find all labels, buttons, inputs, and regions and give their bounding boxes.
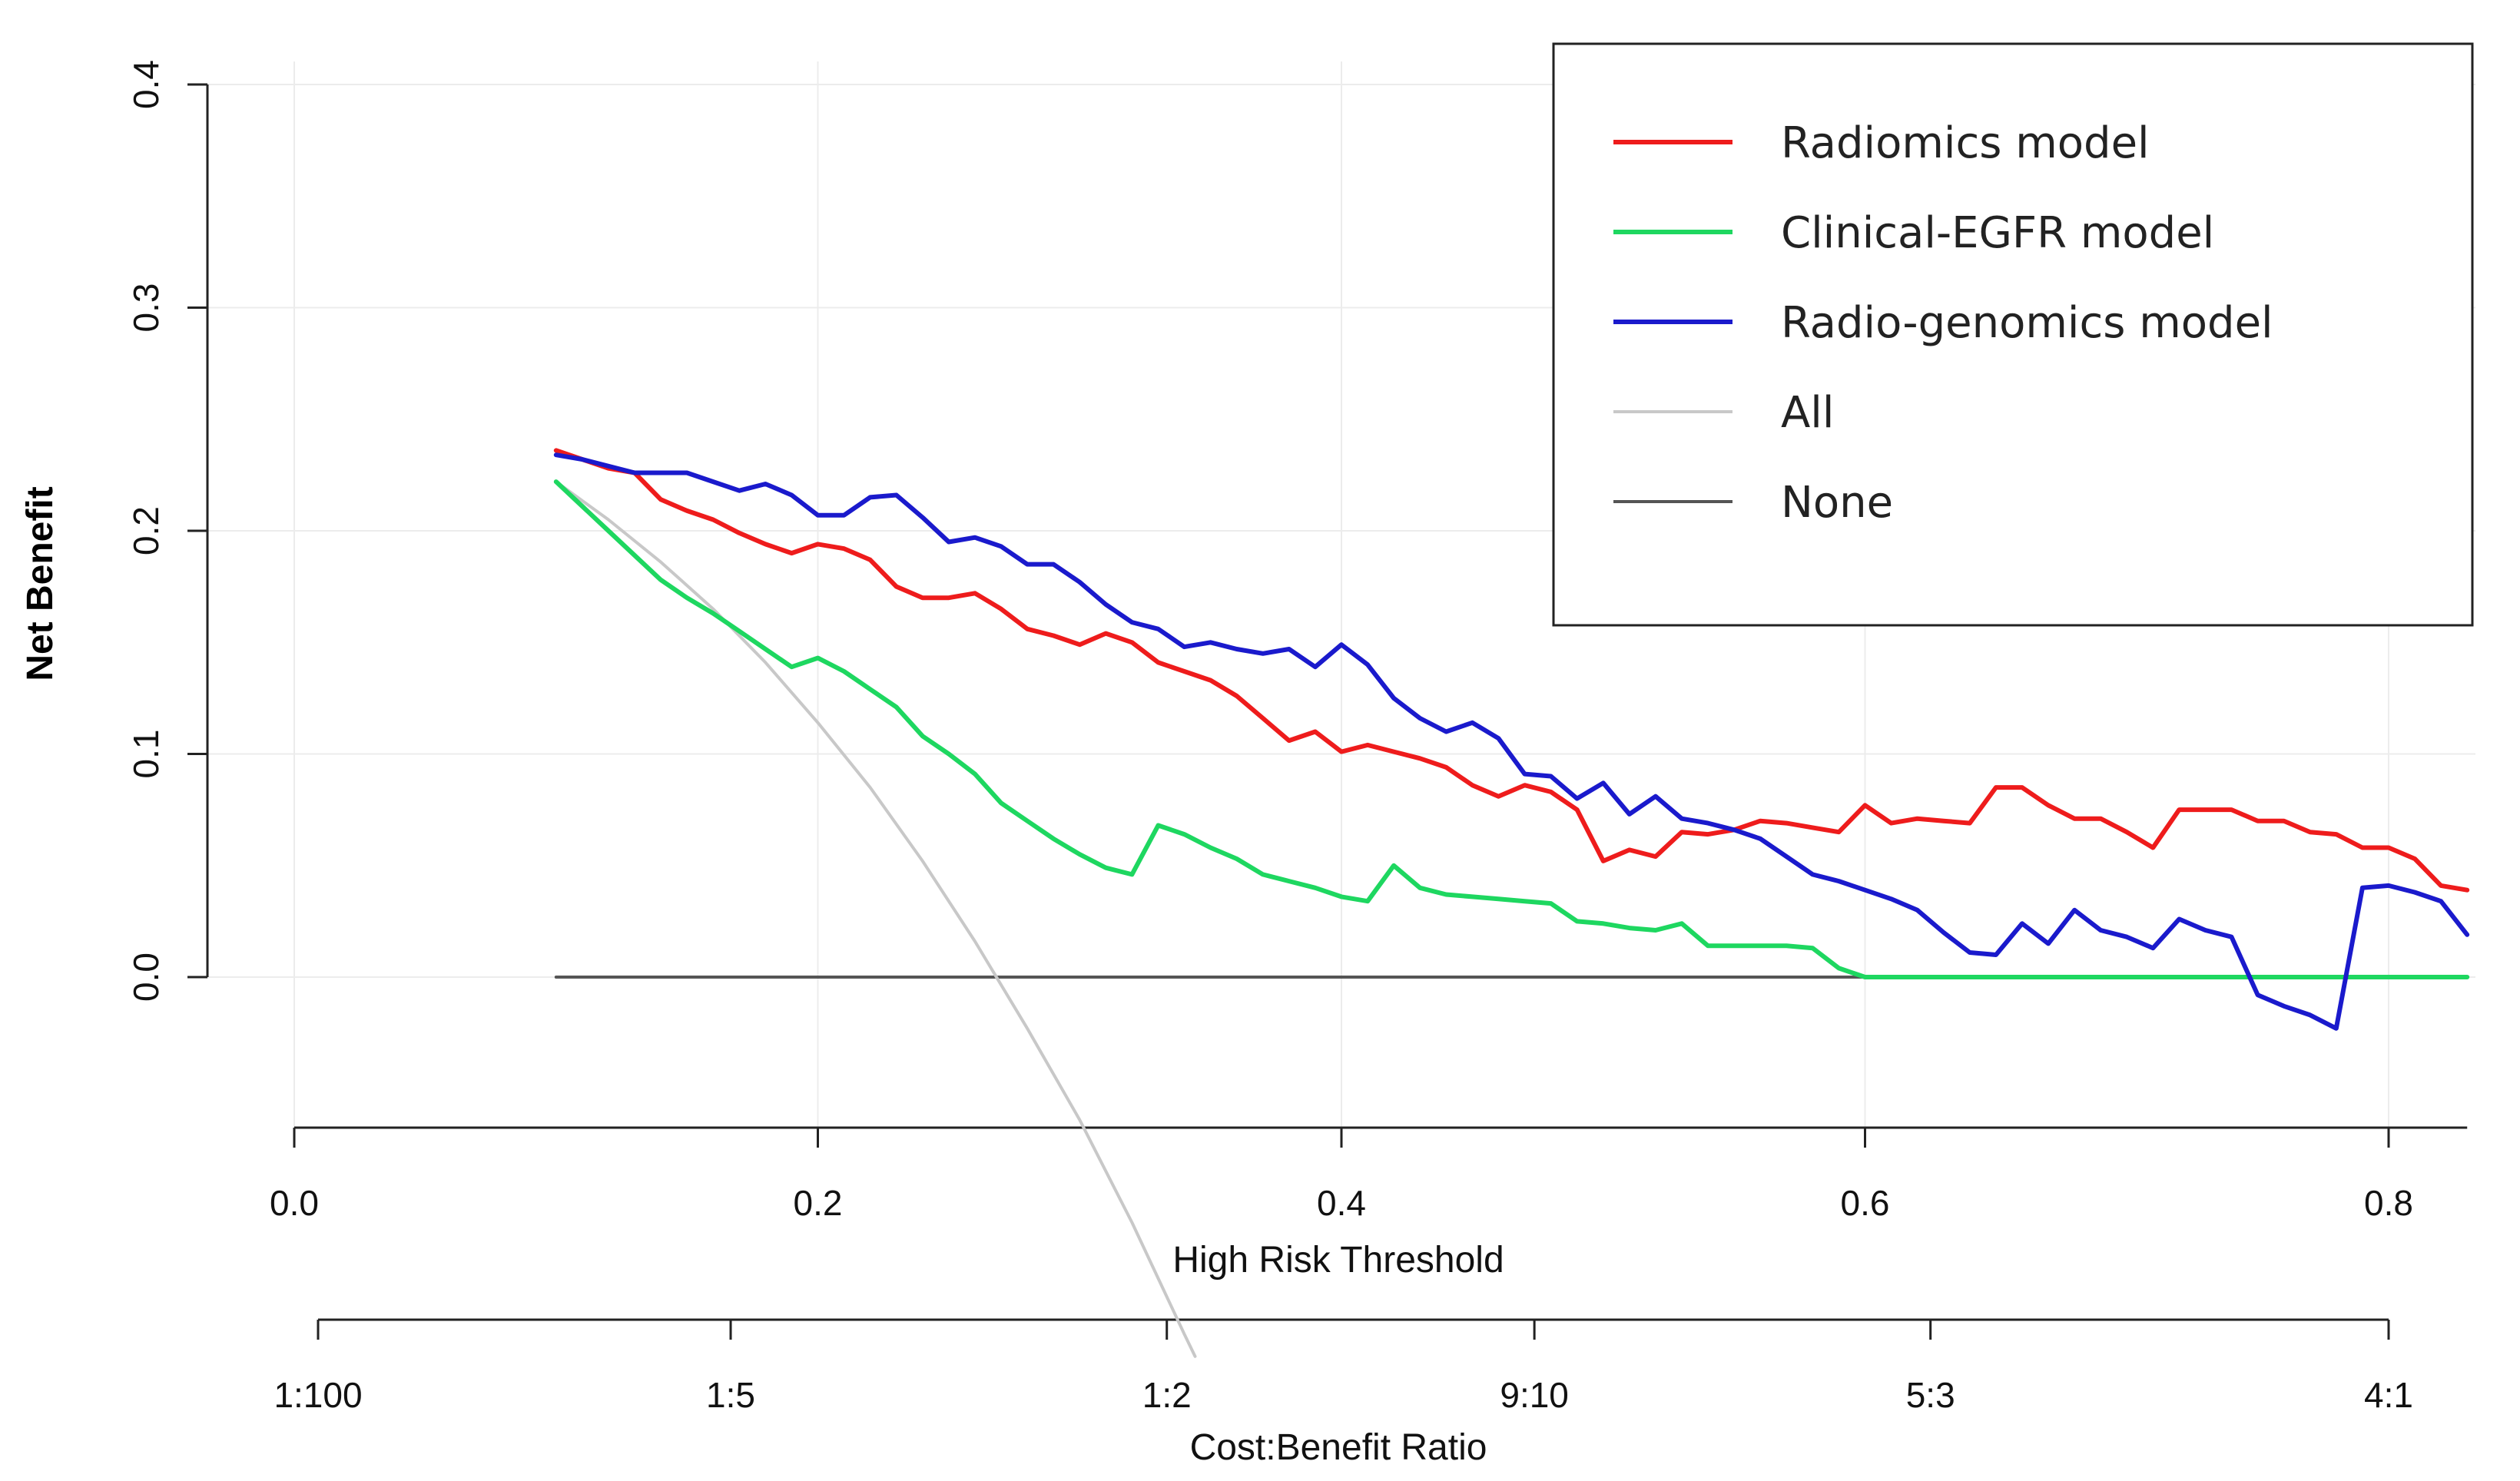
series-line-all: [554, 480, 1197, 1358]
y-axis: 0.0 0.1 0.2 0.3 0.4: [126, 60, 209, 1002]
legend-label-all: All: [1781, 388, 1834, 438]
x-tick-label: 0.8: [2364, 1183, 2413, 1223]
legend-label-none: None: [1781, 478, 1893, 528]
y-tick-label: 0.1: [126, 730, 166, 779]
y-tick-label: 0.2: [126, 506, 166, 555]
x-tick-label: 0.0: [270, 1183, 319, 1223]
cost-benefit-axis: 1:100 1:5 1:2 9:10 5:3 4:1: [274, 1318, 2413, 1415]
legend-label-clinical-egfr-model: Clinical-EGFR model: [1781, 208, 2214, 258]
series-line-clinical-egfr-model: [553, 479, 2470, 979]
legend-label-radiomics-model: Radiomics model: [1781, 118, 2150, 168]
y-tick-label: 0.0: [126, 953, 166, 1002]
y-tick-label: 0.4: [126, 60, 166, 109]
y-axis-title: Net Benefit: [20, 486, 61, 681]
series-line-radio-genomics-model: [553, 452, 2470, 1031]
cost-benefit-axis-title: Cost:Benefit Ratio: [1190, 1427, 1487, 1468]
x-tick-label: 0.2: [794, 1183, 843, 1223]
x-tick-label: 0.6: [1841, 1183, 1890, 1223]
series-line-radiomics-model: [553, 448, 2470, 893]
x-axis: 0.0 0.2 0.4 0.6 0.8: [270, 1126, 2468, 1223]
legend-label-radio-genomics-model: Radio-genomics model: [1781, 298, 2273, 348]
cost-benefit-tick-label: 1:2: [1142, 1375, 1192, 1415]
series-lines: [553, 448, 2470, 1358]
x-axis-title: High Risk Threshold: [1172, 1240, 1504, 1281]
cost-benefit-tick-label: 5:3: [1906, 1375, 1955, 1415]
cost-benefit-tick-label: 4:1: [2364, 1375, 2413, 1415]
y-tick-label: 0.3: [126, 283, 166, 333]
x-tick-label: 0.4: [1317, 1183, 1366, 1223]
cost-benefit-tick-label: 1:100: [274, 1375, 362, 1415]
cost-benefit-tick-label: 1:5: [706, 1375, 755, 1415]
cost-benefit-tick-label: 9:10: [1500, 1375, 1569, 1415]
legend: Radiomics model Clinical-EGFR model Radio-…: [1552, 42, 2474, 627]
